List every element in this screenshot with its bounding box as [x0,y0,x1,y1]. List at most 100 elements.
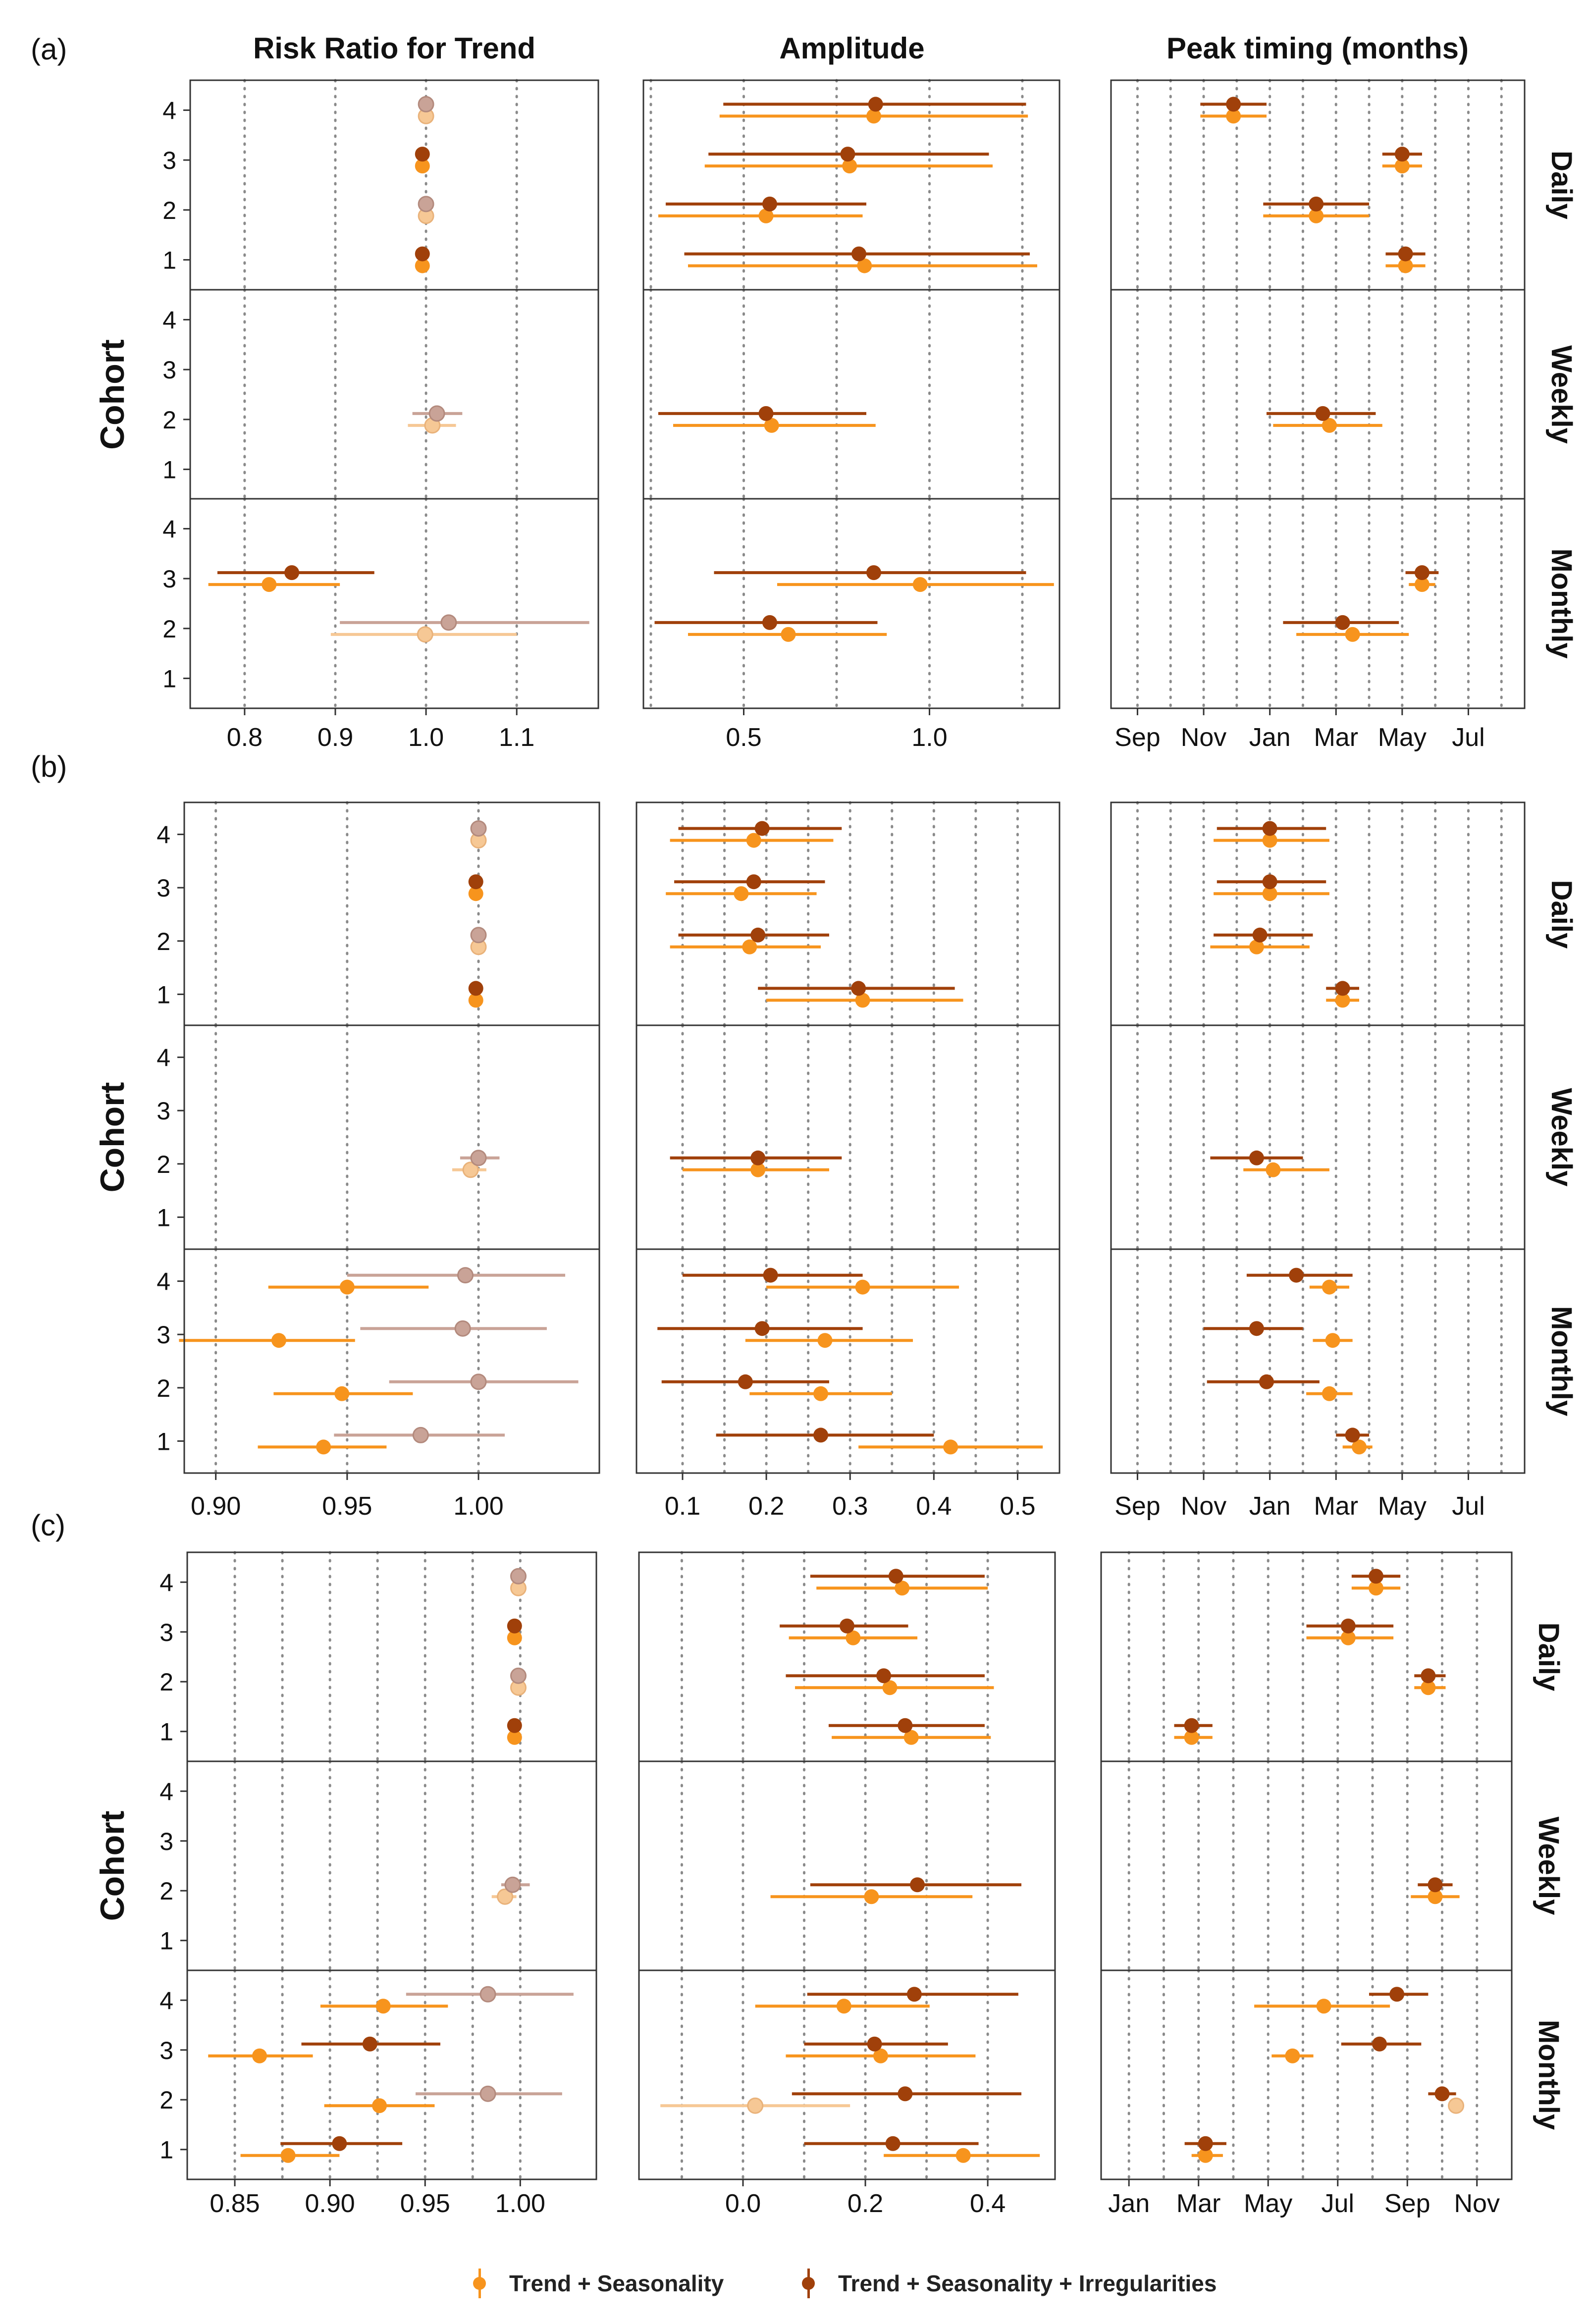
row-strip-label-1: Weekly [1545,345,1578,444]
point-ts-cohort-3 [842,158,857,174]
facet-border [189,498,599,709]
column-title-0: Risk Ratio for Trend [253,32,535,65]
x-tick-label: 0.5 [726,723,761,752]
y-tick-label: 1 [162,247,176,274]
facet-bg [639,1761,1055,1970]
facet-bg [184,1249,599,1473]
facet-border [1110,498,1526,709]
y-tick-label: 2 [157,928,170,955]
y-tick-label: 1 [159,1718,173,1746]
y-tick-label: 2 [157,1151,170,1178]
point-tsi-cohort-1 [851,981,866,996]
facet-bg [636,1025,1059,1249]
y-tick-label: 2 [159,1877,173,1905]
facet-bg [643,499,1059,708]
facet-bg [636,1249,1059,1473]
facet-bg [190,290,598,499]
point-ts-cohort-2 [1309,208,1324,223]
point-ts-cohort-3 [1340,1630,1356,1645]
y-tick-label: 3 [159,1619,173,1646]
y-tick-label: 2 [162,615,176,643]
point-ts-cohort-2 [417,626,433,643]
cohort-axis-label-0: Cohort [94,339,131,450]
point-ts-cohort-1 [1184,1730,1199,1745]
point-tsi-cohort-3 [1372,2036,1387,2052]
x-tick-label: 0.4 [916,1492,952,1521]
point-tsi-cohort-3 [867,2036,882,2052]
facet-bg [1111,1025,1525,1249]
point-tsi-cohort-1 [332,2136,347,2151]
point-ts-cohort-3 [1325,1333,1340,1348]
point-tsi-cohort-3 [1394,147,1410,162]
y-tick-label: 1 [159,1927,173,1955]
point-tsi-cohort-2 [504,1876,521,1893]
point-tsi-cohort-4 [479,1986,496,2003]
point-tsi-cohort-2 [1428,1877,1443,1893]
point-tsi-cohort-1 [1345,1427,1360,1443]
point-tsi-cohort-3 [866,565,881,581]
panel-label-2: (c) [31,1509,65,1542]
point-ts-cohort-3 [1285,2048,1300,2063]
point-tsi-cohort-4 [888,1569,903,1584]
point-ts-cohort-1 [943,1439,958,1455]
facet-border [1110,1248,1526,1474]
point-ts-cohort-3 [252,2048,267,2063]
point-tsi-cohort-3 [1262,874,1277,890]
x-tick-label: 0.2 [847,2189,883,2218]
point-tsi-cohort-4 [763,1268,778,1283]
point-ts-cohort-2 [750,1162,766,1177]
point-ts-cohort-2 [813,1386,829,1401]
point-ts-cohort-2 [1322,1386,1337,1401]
cohort-axis-label-1: Cohort [94,1082,131,1193]
point-ts-cohort-3 [1414,577,1430,592]
x-tick-label: 1.0 [408,723,444,752]
point-ts-cohort-2 [1322,418,1337,433]
point-ts-cohort-4 [339,1279,355,1295]
point-ts-cohort-1 [468,993,483,1008]
point-ts-cohort-2 [462,1162,479,1178]
facet-border [636,1248,1060,1474]
x-tick-label: 1.1 [499,723,534,752]
point-ts-cohort-2 [747,2097,764,2114]
point-ts-cohort-4 [1369,1581,1384,1596]
point-ts-cohort-1 [280,2148,296,2163]
point-tsi-cohort-1 [468,981,483,996]
legend: Trend + Seasonality Trend + Seasonality … [0,2259,1589,2308]
y-tick-label: 3 [157,874,170,902]
point-ts-cohort-2 [742,939,757,954]
point-ts-cohort-3 [262,577,277,592]
point-ts-cohort-2 [1266,1162,1281,1177]
point-tsi-cohort-2 [470,1373,487,1390]
x-tick-label: May [1244,2189,1292,2218]
facet-bg [643,290,1059,499]
y-tick-label: 4 [157,1268,170,1296]
point-ts-cohort-4 [836,1999,851,2014]
point-tsi-cohort-4 [1369,1569,1384,1584]
point-tsi-cohort-2 [479,2085,496,2102]
x-tick-label: Mar [1314,1492,1358,1521]
x-tick-label: 0.5 [1000,1492,1035,1521]
point-ts-cohort-2 [1448,2097,1465,2114]
facet-bg [1111,499,1525,708]
point-ts-cohort-1 [415,258,430,273]
point-ts-cohort-3 [873,2048,888,2063]
y-tick-label: 2 [162,197,176,224]
point-ts-cohort-2 [1421,1680,1436,1695]
figure: (a) Risk Ratio for Trend Amplitude Peak tim… [31,32,1578,2218]
point-tsi-cohort-2 [1252,927,1268,943]
point-ts-cohort-3 [271,1333,286,1348]
y-tick-label: 3 [162,147,176,174]
facet-bg [636,802,1059,1026]
x-tick-label: Nov [1454,2189,1500,2218]
point-ts-cohort-1 [1198,2148,1213,2163]
point-ts-cohort-2 [864,1889,879,1904]
legend-label-tsi: Trend + Seasonality + Irregularities [838,2271,1217,2296]
y-tick-label: 3 [159,1828,173,1855]
y-tick-label: 4 [159,1778,173,1805]
point-ts-cohort-1 [857,258,872,273]
point-ts-cohort-3 [846,1630,861,1645]
point-ts-cohort-3 [1394,158,1410,174]
facet-bg [1111,1249,1525,1473]
point-tsi-cohort-2 [1315,406,1330,421]
point-tsi-cohort-2 [876,1668,892,1684]
